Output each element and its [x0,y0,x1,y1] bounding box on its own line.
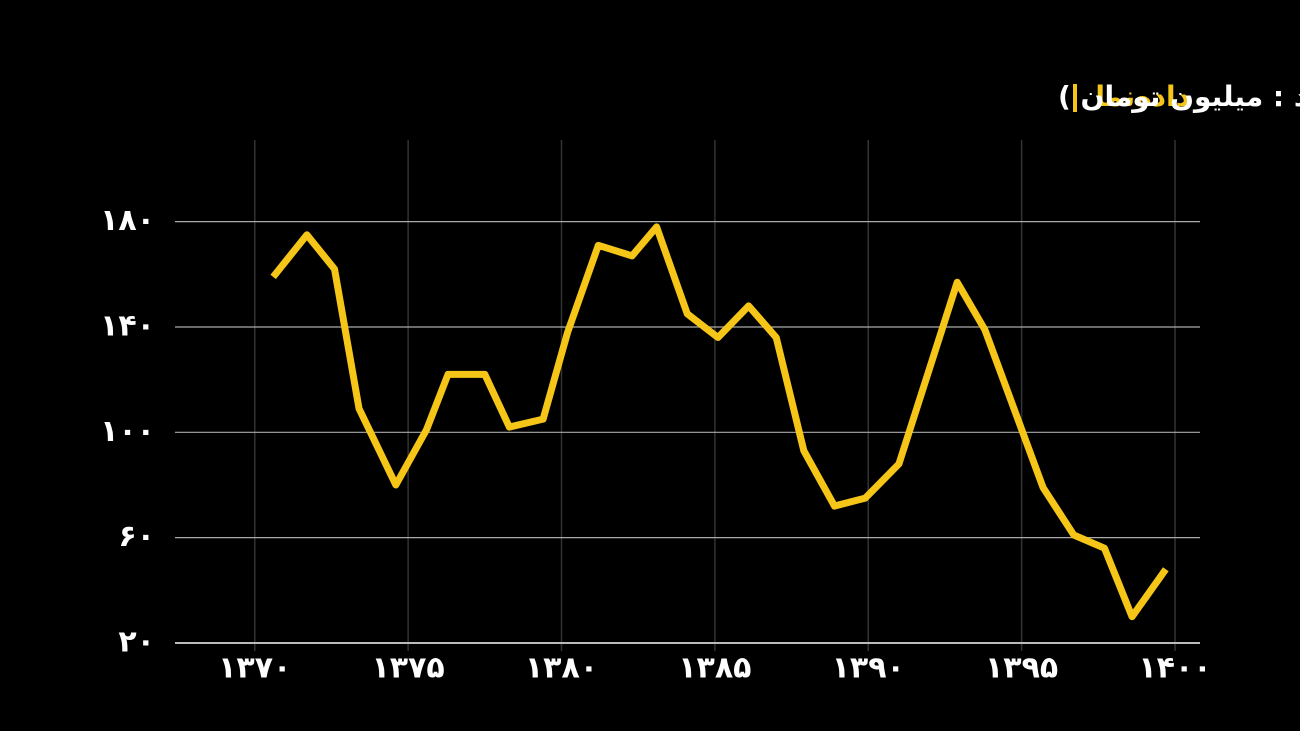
x-tick-label: ۱۳۷۵ [372,651,445,686]
x-tick-label: ۱۳۹۵ [985,651,1058,686]
x-tick-label: ۱۴۰۰ [1138,651,1211,686]
y-tick-label: ۲۰ [118,625,155,660]
data-line [270,223,1169,621]
x-tick-label: ۱۳۸۵ [678,651,751,686]
chart-title: دیه کامل انسان بر حسب سکه بهار آزادی (وا… [1058,79,1300,113]
y-tick-label: ۶۰ [118,519,155,554]
y-tick-label: ۱۸۰ [100,203,155,238]
separator [1073,84,1077,112]
y-tick-label: ۱۰۰ [100,414,155,449]
y-tick-label: ۱۴۰ [100,308,155,343]
brand: داده‌نما [1095,80,1190,113]
x-tick-label: ۱۳۷۰ [218,651,291,686]
x-tick-label: ۱۳۸۰ [525,651,598,686]
x-tick-label: ۱۳۹۰ [832,651,905,686]
